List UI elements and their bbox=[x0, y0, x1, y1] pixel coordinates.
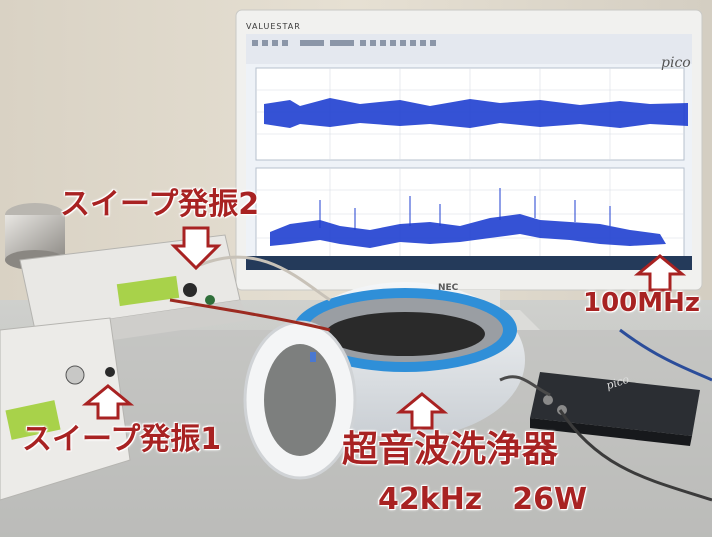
label-frequency: 100MHz bbox=[583, 288, 701, 318]
trace-1 bbox=[264, 98, 688, 128]
up-arrow-icon bbox=[633, 254, 687, 292]
pico-app-logo: pico bbox=[661, 55, 691, 71]
monitor bbox=[235, 9, 703, 330]
label-ultrasonic-cleaner: 超音波洗浄器 bbox=[342, 429, 559, 470]
down-arrow-icon bbox=[170, 226, 222, 271]
monitor-maker-label: NEC bbox=[438, 283, 459, 293]
label-cleaner-spec: 42kHz 26W bbox=[378, 482, 588, 517]
up-arrow-icon bbox=[81, 384, 135, 420]
up-arrow-icon bbox=[395, 392, 449, 430]
label-sweep-oscillator-1: スイープ発振1 bbox=[22, 422, 222, 457]
monitor-brand: VALUESTAR bbox=[246, 22, 301, 31]
label-sweep-oscillator-2: スイープ発振2 bbox=[60, 187, 260, 222]
cables bbox=[169, 255, 712, 502]
function-generator-1 bbox=[0, 317, 131, 501]
trace-2 bbox=[270, 214, 666, 248]
